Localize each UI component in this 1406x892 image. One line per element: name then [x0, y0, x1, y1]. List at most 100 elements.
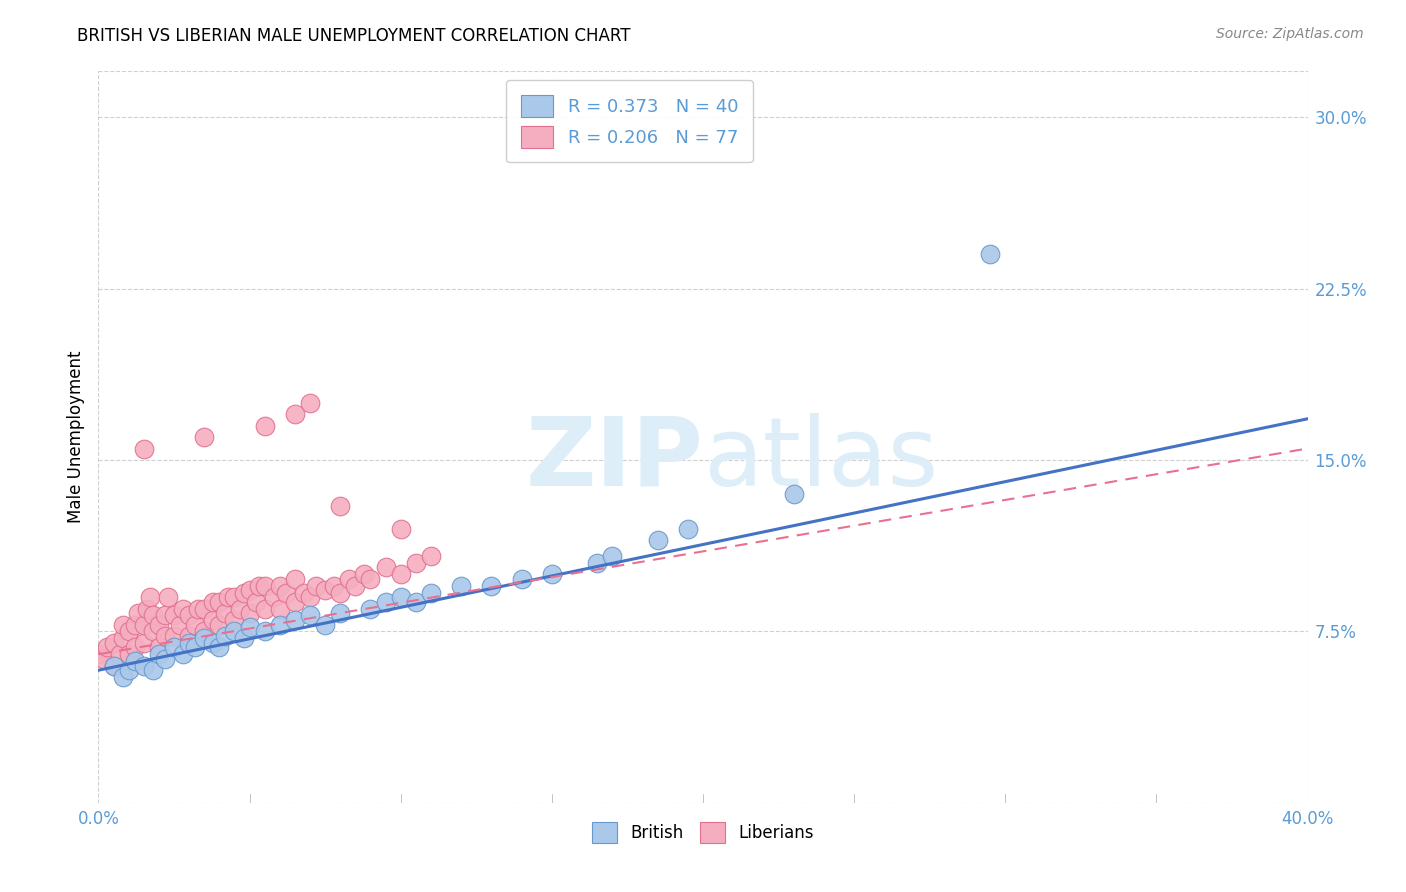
Point	[163, 640, 186, 655]
Point	[253, 418, 276, 433]
Point	[148, 640, 170, 655]
Point	[132, 658, 155, 673]
Point	[232, 632, 254, 646]
Point	[179, 608, 201, 623]
Point	[510, 572, 533, 586]
Point	[420, 585, 443, 599]
Point	[127, 606, 149, 620]
Point	[389, 521, 412, 535]
Point	[329, 585, 352, 599]
Point	[124, 640, 146, 655]
Point	[232, 585, 254, 599]
Point	[284, 595, 307, 609]
Y-axis label: Male Unemployment: Male Unemployment	[66, 351, 84, 524]
Point	[202, 595, 225, 609]
Point	[172, 601, 194, 615]
Point	[163, 608, 186, 623]
Point	[245, 595, 267, 609]
Text: atlas: atlas	[703, 412, 938, 506]
Point	[284, 613, 307, 627]
Point	[153, 608, 176, 623]
Point	[93, 652, 115, 666]
Point	[193, 624, 215, 639]
Point	[239, 606, 262, 620]
Point	[299, 608, 322, 623]
Point	[184, 640, 207, 655]
Point	[193, 601, 215, 615]
Point	[405, 556, 427, 570]
Text: BRITISH VS LIBERIAN MALE UNEMPLOYMENT CORRELATION CHART: BRITISH VS LIBERIAN MALE UNEMPLOYMENT CO…	[77, 27, 631, 45]
Point	[979, 247, 1001, 261]
Point	[111, 617, 134, 632]
Point	[156, 590, 179, 604]
Point	[118, 647, 141, 661]
Point	[374, 560, 396, 574]
Point	[314, 583, 336, 598]
Point	[344, 579, 367, 593]
Point	[602, 549, 624, 563]
Point	[269, 579, 291, 593]
Point	[193, 632, 215, 646]
Point	[118, 663, 141, 677]
Point	[540, 567, 562, 582]
Point	[374, 595, 396, 609]
Legend: British, Liberians: British, Liberians	[585, 815, 821, 849]
Point	[481, 579, 503, 593]
Point	[124, 617, 146, 632]
Point	[253, 579, 276, 593]
Point	[586, 556, 609, 570]
Point	[208, 595, 231, 609]
Point	[247, 579, 270, 593]
Point	[329, 499, 352, 513]
Point	[142, 624, 165, 639]
Point	[148, 647, 170, 661]
Point	[153, 629, 176, 643]
Point	[208, 640, 231, 655]
Point	[214, 606, 236, 620]
Point	[179, 629, 201, 643]
Point	[142, 663, 165, 677]
Point	[353, 567, 375, 582]
Point	[132, 636, 155, 650]
Point	[184, 617, 207, 632]
Point	[239, 620, 262, 634]
Point	[193, 430, 215, 444]
Point	[269, 601, 291, 615]
Point	[783, 487, 806, 501]
Point	[148, 617, 170, 632]
Point	[337, 572, 360, 586]
Point	[108, 647, 131, 661]
Point	[118, 624, 141, 639]
Point	[103, 636, 125, 650]
Point	[132, 617, 155, 632]
Point	[269, 617, 291, 632]
Point	[179, 636, 201, 650]
Point	[676, 521, 699, 535]
Point	[389, 590, 412, 604]
Point	[253, 624, 276, 639]
Point	[169, 617, 191, 632]
Point	[187, 601, 209, 615]
Point	[96, 640, 118, 655]
Point	[284, 572, 307, 586]
Point	[111, 670, 134, 684]
Point	[135, 601, 157, 615]
Point	[87, 647, 110, 661]
Point	[360, 572, 382, 586]
Point	[360, 601, 382, 615]
Point	[253, 601, 276, 615]
Point	[142, 608, 165, 623]
Point	[305, 579, 328, 593]
Text: ZIP: ZIP	[524, 412, 703, 506]
Point	[450, 579, 472, 593]
Point	[202, 613, 225, 627]
Point	[314, 617, 336, 632]
Point	[405, 595, 427, 609]
Point	[139, 590, 162, 604]
Point	[389, 567, 412, 582]
Point	[284, 407, 307, 421]
Point	[274, 585, 297, 599]
Point	[214, 629, 236, 643]
Point	[224, 613, 246, 627]
Point	[172, 647, 194, 661]
